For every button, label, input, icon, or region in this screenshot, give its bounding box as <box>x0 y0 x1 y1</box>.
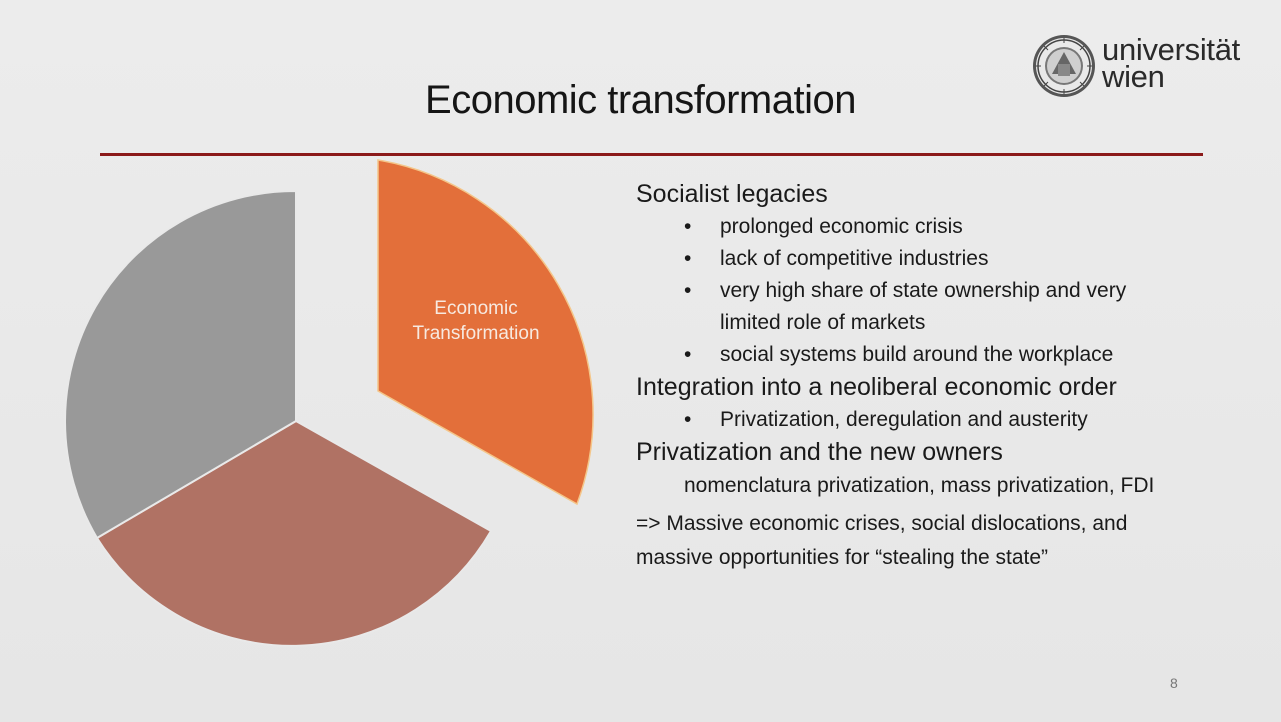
integration-list: • Privatization, deregulation and austeri… <box>636 404 1256 436</box>
bullet-text: Privatization, deregulation and austerit… <box>720 408 1088 431</box>
bullet-text: social systems build around the workplac… <box>720 343 1114 366</box>
list-item: • prolonged economic crisis <box>636 211 1256 243</box>
logo-wordmark: universität wien <box>1102 32 1240 94</box>
bullet-icon: • <box>684 247 692 270</box>
socialist-legacies-list: • prolonged economic crisis • lack of comp… <box>636 211 1256 371</box>
list-item: • very high share of state ownership and … <box>636 275 1256 307</box>
list-item: • Privatization, deregulation and austeri… <box>636 404 1256 436</box>
university-seal-icon <box>1033 35 1095 97</box>
list-item: • lack of competitive industries <box>636 243 1256 275</box>
slide-title: Economic transformation <box>425 78 856 122</box>
bullet-text: lack of competitive industries <box>720 247 989 270</box>
page-number: 8 <box>1170 675 1178 691</box>
bullet-icon: • <box>684 408 692 431</box>
list-item-continuation: limited role of markets <box>636 307 1256 339</box>
bullet-text: limited role of markets <box>720 311 926 334</box>
heading-socialist-legacies: Socialist legacies <box>636 180 828 208</box>
slide-content: Socialist legacies • prolonged economic c… <box>636 178 1256 575</box>
conclusion-line2: massive opportunities for “stealing the … <box>636 546 1049 569</box>
pie-label-line2: Transformation <box>412 323 540 344</box>
conclusion-line1: => Massive economic crises, social dislo… <box>636 512 1128 535</box>
pie-label-line1: Economic <box>434 298 518 319</box>
pie-slice-label: Economic Transformation <box>398 296 554 346</box>
pie-slice-gray <box>64 189 297 540</box>
heading-integration: Integration into a neoliberal economic o… <box>636 373 1117 401</box>
bullet-icon: • <box>684 279 692 302</box>
heading-privatization: Privatization and the new owners <box>636 438 1003 466</box>
pie-slice-economic-transformation <box>377 159 594 506</box>
bullet-text: very high share of state ownership and v… <box>720 279 1127 302</box>
bullet-icon: • <box>684 343 692 366</box>
pie-slice-brown <box>95 419 493 647</box>
title-divider <box>100 153 1203 156</box>
logo-line1: universität <box>1102 32 1240 67</box>
bullet-text: prolonged economic crisis <box>720 215 963 238</box>
university-logo: universität wien <box>1032 34 1268 100</box>
bullet-icon: • <box>684 215 692 238</box>
privatization-detail: nomenclatura privatization, mass privati… <box>684 474 1155 497</box>
list-item: • social systems build around the workpla… <box>636 339 1256 371</box>
conclusion: => Massive economic crises, social dislo… <box>636 507 1256 575</box>
logo-line2: wien <box>1102 59 1165 94</box>
pie-chart <box>64 159 594 647</box>
